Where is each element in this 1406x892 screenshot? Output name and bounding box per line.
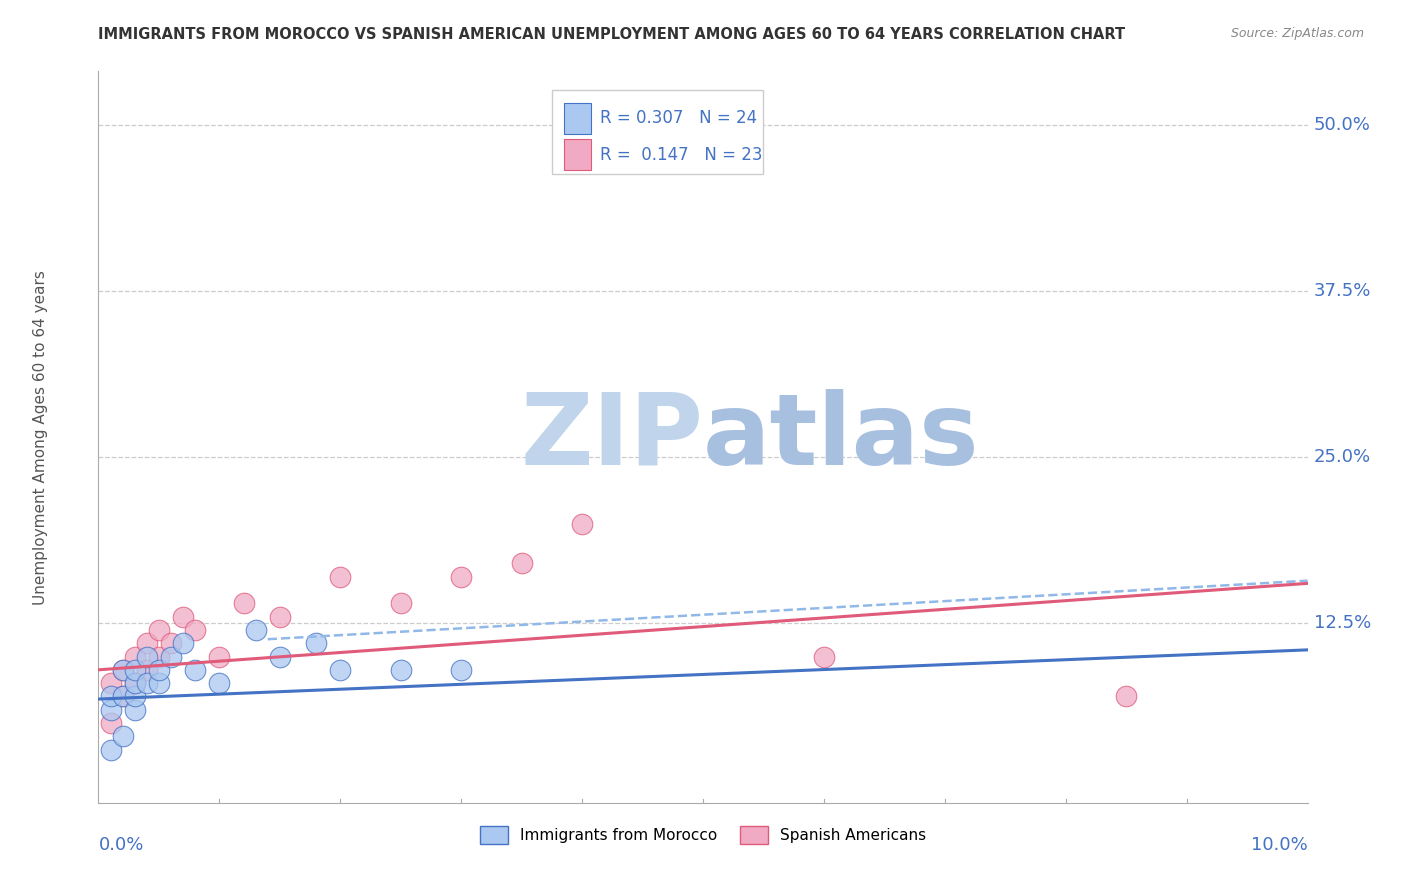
Point	[135, 676, 157, 690]
Point	[184, 623, 207, 637]
Point	[160, 636, 183, 650]
Point	[148, 676, 170, 690]
Point	[172, 636, 194, 650]
Point	[450, 663, 472, 677]
Point	[111, 663, 134, 677]
Point	[124, 649, 146, 664]
Point	[269, 609, 291, 624]
Point	[124, 690, 146, 704]
Point	[172, 609, 194, 624]
Text: 25.0%: 25.0%	[1313, 448, 1371, 466]
Bar	[564, 139, 591, 170]
Point	[111, 663, 134, 677]
Point	[389, 663, 412, 677]
Point	[329, 663, 352, 677]
Point	[111, 690, 134, 704]
Point	[208, 649, 231, 664]
Point	[571, 516, 593, 531]
Point	[135, 636, 157, 650]
Text: 37.5%: 37.5%	[1313, 282, 1371, 300]
Point	[208, 676, 231, 690]
Bar	[564, 103, 591, 134]
Point	[100, 690, 122, 704]
Text: R =  0.147   N = 23: R = 0.147 N = 23	[600, 145, 762, 164]
Point	[305, 636, 328, 650]
Point	[124, 676, 146, 690]
Point	[329, 570, 352, 584]
Point	[813, 649, 835, 664]
Point	[135, 649, 157, 664]
Point	[148, 649, 170, 664]
Point	[1115, 690, 1137, 704]
Point	[160, 649, 183, 664]
Point	[148, 623, 170, 637]
Text: R = 0.307   N = 24: R = 0.307 N = 24	[600, 109, 758, 128]
Point	[100, 716, 122, 731]
FancyBboxPatch shape	[551, 90, 763, 174]
Legend: Immigrants from Morocco, Spanish Americans: Immigrants from Morocco, Spanish America…	[474, 820, 932, 850]
Point	[450, 570, 472, 584]
Text: 0.0%: 0.0%	[98, 836, 143, 854]
Point	[135, 663, 157, 677]
Point	[148, 663, 170, 677]
Text: Source: ZipAtlas.com: Source: ZipAtlas.com	[1230, 27, 1364, 40]
Point	[245, 623, 267, 637]
Point	[100, 703, 122, 717]
Text: Unemployment Among Ages 60 to 64 years: Unemployment Among Ages 60 to 64 years	[32, 269, 48, 605]
Text: ZIP: ZIP	[520, 389, 703, 485]
Text: atlas: atlas	[703, 389, 980, 485]
Point	[111, 690, 134, 704]
Point	[510, 557, 533, 571]
Point	[124, 676, 146, 690]
Point	[100, 676, 122, 690]
Point	[111, 729, 134, 743]
Point	[232, 596, 254, 610]
Text: 12.5%: 12.5%	[1313, 615, 1371, 632]
Text: 50.0%: 50.0%	[1313, 116, 1371, 134]
Text: IMMIGRANTS FROM MOROCCO VS SPANISH AMERICAN UNEMPLOYMENT AMONG AGES 60 TO 64 YEA: IMMIGRANTS FROM MOROCCO VS SPANISH AMERI…	[98, 27, 1126, 42]
Point	[124, 703, 146, 717]
Point	[389, 596, 412, 610]
Point	[269, 649, 291, 664]
Point	[184, 663, 207, 677]
Point	[124, 663, 146, 677]
Text: 10.0%: 10.0%	[1251, 836, 1308, 854]
Point	[100, 742, 122, 756]
